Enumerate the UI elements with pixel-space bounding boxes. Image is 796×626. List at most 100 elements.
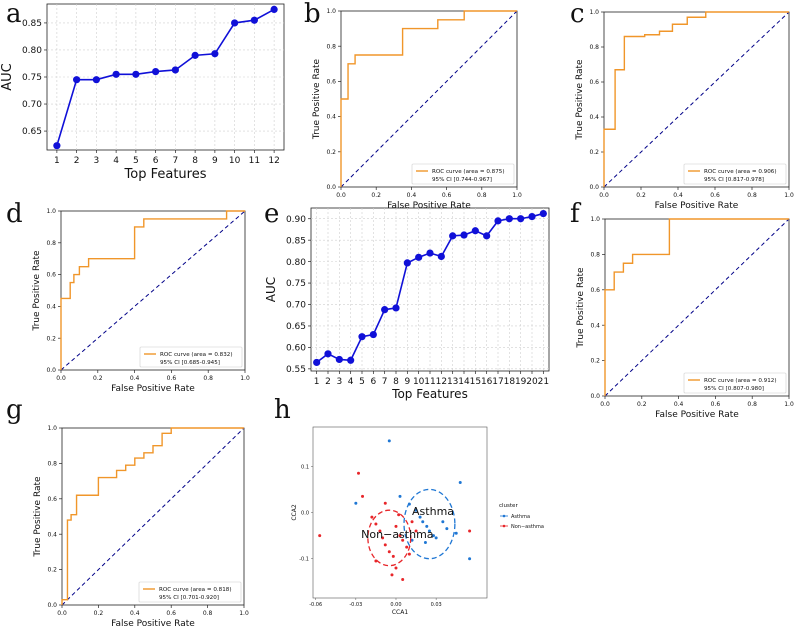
x-tick-label: 13 (447, 377, 458, 387)
x-tick-label: 0.6 (710, 192, 720, 199)
x-tick-label: 3 (336, 377, 342, 387)
x-tick-label: 0.6 (442, 192, 452, 199)
x-tick-label: 0.4 (407, 192, 417, 199)
auc-point (92, 76, 100, 84)
roc-curve (61, 427, 244, 605)
x-tick-label: 0.4 (130, 610, 140, 617)
panel-label-d: d (6, 199, 23, 229)
x-tick-label: 0.8 (477, 192, 487, 199)
panel-label-h: h (274, 395, 291, 425)
x-tick-label: 7 (173, 156, 179, 166)
scatter-point-asthma (441, 520, 445, 524)
auc-point (132, 70, 140, 78)
x-tick-label: 9 (404, 377, 410, 387)
x-tick-label: 6 (153, 156, 159, 166)
x-tick-label: 0.0 (57, 610, 67, 617)
chance-diagonal (604, 218, 790, 397)
auc-point (250, 16, 258, 24)
y-axis-label: CCA2 (291, 504, 298, 520)
x-tick-label: 0.4 (673, 192, 683, 199)
y-tick-label: 0.85 (22, 19, 42, 29)
chance-diagonal (603, 11, 790, 188)
x-tick-label: 0.2 (371, 192, 381, 199)
legend-swatch-dot (502, 524, 506, 528)
auc-point (392, 304, 400, 312)
y-tick-label: 0.4 (47, 531, 57, 538)
scatter-point-asthma (468, 557, 472, 561)
y-tick-label: 1.0 (589, 9, 599, 16)
y-axis-label: True Positive Rate (312, 58, 322, 140)
scatter-point-asthma (445, 527, 449, 531)
scatter-point-asthma (421, 520, 425, 524)
y-tick-label: 0.80 (22, 46, 42, 56)
y-tick-label: 0.2 (590, 358, 600, 365)
y-tick-label: 0.55 (286, 365, 306, 375)
scatter-point-non-asthma (414, 529, 418, 533)
x-tick-label: 1.0 (512, 192, 522, 199)
scatter-point-non-asthma (407, 552, 411, 556)
panel-g-roc-chart: 0.0 0.2 0.4 0.6 0.8 1.0 0.0 0.2 0.4 0.6 0.8 1.0 Fals… (33, 425, 249, 626)
y-tick-label: 0.90 (286, 215, 306, 225)
y-tick-label: 0.6 (589, 79, 599, 86)
auc-point (347, 356, 355, 364)
scatter-point-non-asthma (397, 513, 401, 517)
y-tick-label: 0.6 (590, 287, 600, 294)
x-tick-label: 0.2 (93, 375, 103, 382)
x-tick-label: 0.4 (674, 401, 684, 408)
annotation-asthma: Asthma (412, 505, 454, 518)
chance-diagonal (60, 210, 246, 371)
roc-curve (60, 210, 245, 370)
scatter-point-asthma (425, 524, 429, 528)
scatter-point-non-asthma (468, 529, 472, 533)
auc-point (471, 227, 479, 235)
auc-point (358, 333, 366, 341)
y-axis-label: True Positive Rate (575, 59, 585, 141)
y-tick-label: 0.2 (589, 149, 599, 156)
x-tick-label: 0.4 (130, 375, 140, 382)
auc-point (231, 19, 239, 27)
y-tick-label: 0.4 (589, 114, 599, 121)
y-tick-label: 0.0 (46, 367, 56, 374)
panel-h-cca-scatter: -0.06 -0.03 0.00 0.03 -0.1 0.0 0.1 CCA1 CCA2 Asth… (291, 426, 544, 616)
x-tick-label: 0.8 (747, 401, 757, 408)
scatter-point-non-asthma (383, 543, 387, 547)
scatter-point-non-asthma (410, 520, 414, 524)
x-tick-label: 1.0 (240, 375, 250, 382)
x-tick-label: 8 (393, 377, 399, 387)
auc-point (53, 142, 61, 150)
x-tick-label: 8 (192, 156, 198, 166)
y-axis-label: True Positive Rate (576, 267, 586, 349)
x-tick-label: 0.8 (203, 375, 213, 382)
x-tick-label: 0.0 (599, 192, 609, 199)
x-tick-label: 1.0 (239, 610, 249, 617)
legend-item: Asthma (511, 514, 530, 520)
panel-label-g: g (6, 395, 23, 425)
scatter-point-non-asthma (370, 515, 374, 519)
scatter-point-non-asthma (398, 534, 402, 538)
scatter-point-asthma (434, 536, 438, 540)
x-tick-label: -0.06 (309, 602, 322, 608)
y-tick-label: 0.75 (22, 73, 42, 83)
x-tick-label: 1.0 (784, 192, 794, 199)
auc-point (270, 5, 278, 14)
x-axis-label: False Positive Rate (655, 410, 739, 420)
x-tick-label: 2 (325, 377, 331, 387)
cluster-ellipse-asthma (403, 488, 456, 560)
auc-point (517, 215, 525, 223)
legend-label: ROC curve (area = 0.818) (159, 587, 232, 593)
y-tick-label: 0.70 (286, 301, 306, 311)
scatter-point-non-asthma (394, 524, 398, 528)
y-tick-label: -0.1 (299, 557, 309, 563)
x-tick-label: 10 (229, 156, 241, 166)
scatter-point-non-asthma (394, 566, 398, 570)
auc-point (426, 249, 434, 257)
scatter-point-non-asthma (361, 494, 365, 498)
panel-b-roc-chart: 0.0 0.2 0.4 0.6 0.8 1.0 0.0 0.2 0.4 0.6 0.8 1.0 Fals… (312, 8, 522, 211)
plot-frame (340, 10, 518, 188)
y-axis-label: True Positive Rate (33, 476, 43, 558)
y-tick-label: 0.60 (286, 344, 306, 354)
auc-point (112, 70, 120, 78)
y-tick-label: 0.0 (47, 602, 57, 609)
x-tick-label: 0.6 (166, 610, 176, 617)
